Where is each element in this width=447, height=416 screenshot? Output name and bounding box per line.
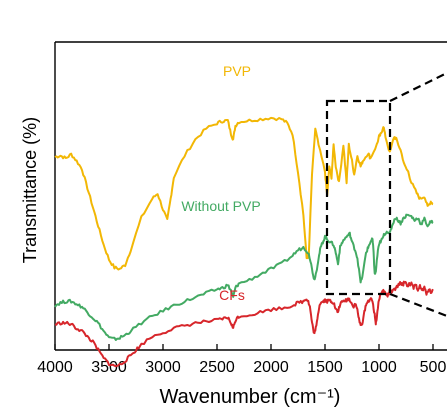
x-tick-label: 1000 [361, 359, 397, 376]
x-tick-label: 2500 [199, 359, 235, 376]
series-label-pvp: PVP [223, 63, 251, 79]
series-label-without-pvp: Without PVP [181, 198, 260, 214]
series-label-cfs: CFs [219, 287, 245, 303]
x-tick-label: 4000 [37, 359, 73, 376]
zoom-dashed-box [325, 99, 392, 296]
x-tick-label: 500 [420, 359, 447, 376]
x-axis-ticks: 4000 3500 3000 2500 2000 1500 1000 500 [37, 344, 446, 376]
series-group [54, 116, 434, 368]
series-line-pvp [54, 116, 434, 271]
series-labels: PVP Without PVP CFs [181, 63, 260, 303]
series-line-cfs [54, 280, 434, 368]
plot-frame [54, 41, 447, 351]
x-tick-label: 2000 [253, 359, 289, 376]
zoom-line-bottom [389, 292, 447, 318]
y-axis-label: Transmittance (%) [20, 117, 40, 263]
x-tick-label: 3000 [145, 359, 181, 376]
x-tick-label: 1500 [307, 359, 343, 376]
zoom-annotation [325, 72, 447, 318]
zoom-line-top [389, 72, 447, 102]
x-tick-label: 3500 [91, 359, 127, 376]
series-line-without-pvp [54, 213, 434, 341]
x-axis-label: Wavenumber (cm⁻¹) [160, 386, 341, 408]
